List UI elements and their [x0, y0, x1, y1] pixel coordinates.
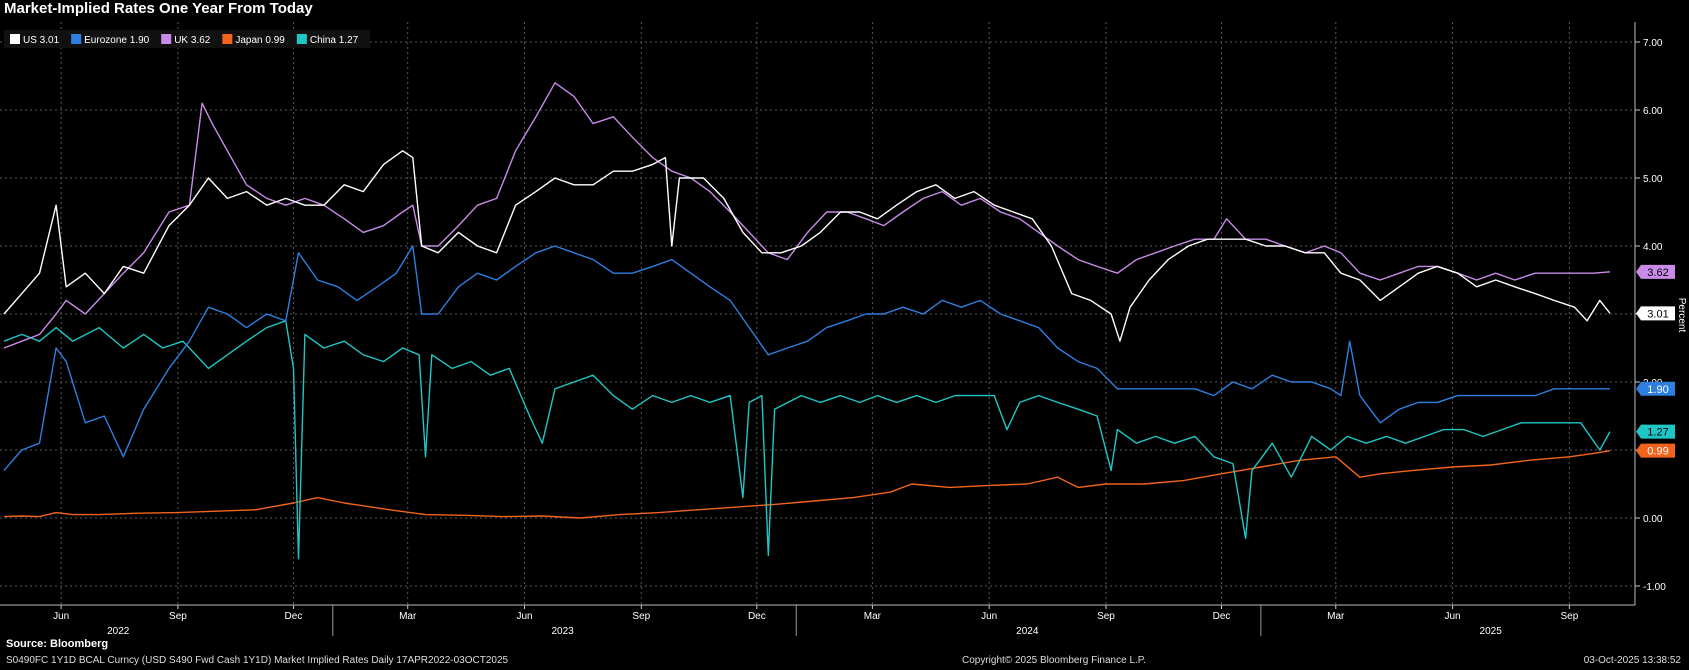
x-tick-label: Dec: [748, 611, 766, 622]
series-line-eurozone: [3, 245, 1610, 471]
y-tick-label: 4.00: [1643, 242, 1663, 253]
y-tick-label: 7.00: [1643, 38, 1663, 49]
x-tick-label: Jun: [516, 611, 532, 622]
series-description: S0490FC 1Y1D BCAL Curncy (USD S490 Fwd C…: [6, 655, 509, 666]
source-label: Source: Bloomberg: [6, 638, 109, 650]
chart-title: Market-Implied Rates One Year From Today: [4, 0, 313, 17]
x-tick-label: Dec: [285, 611, 303, 622]
x-year-label: 2025: [1480, 626, 1503, 637]
series-line-uk: [3, 82, 1611, 349]
legend-box: [4, 30, 371, 48]
legend-swatch-japan: [222, 34, 233, 44]
x-tick-label: Jun: [53, 611, 69, 622]
legend-label-uk: UK 3.62: [174, 35, 211, 46]
last-value-badge-china: [1636, 424, 1675, 439]
series-line-japan: [3, 450, 1611, 519]
x-year-label: 2022: [107, 626, 130, 637]
legend-label-eurozone: Eurozone 1.90: [84, 35, 149, 46]
last-value-label-us: 3.01: [1647, 308, 1668, 320]
last-value-labels: 3.62 3.01 1.90 1.27 0.99: [1636, 264, 1675, 458]
x-tick-label: Sep: [1097, 611, 1115, 622]
x-tick-label: Sep: [1560, 611, 1578, 622]
legend-label-china: China 1.27: [310, 35, 359, 46]
series-line-us: [3, 150, 1611, 342]
copyright-notice: Copyright© 2025 Bloomberg Finance L.P.: [962, 655, 1146, 666]
x-year-label: 2024: [1016, 626, 1039, 637]
x-tick-label: Mar: [864, 611, 882, 622]
x-tick-label: Sep: [169, 611, 187, 622]
x-tick-label: Jun: [981, 611, 997, 622]
series-line-china: [3, 320, 1611, 560]
x-tick-label: Jun: [1445, 611, 1461, 622]
x-tick-label: Mar: [1327, 611, 1345, 622]
last-value-badge-uk: [1636, 264, 1675, 279]
last-value-label-china: 1.27: [1647, 427, 1668, 439]
y-tick-label: 0.00: [1643, 514, 1663, 525]
last-value-label-eurozone: 1.90: [1647, 384, 1668, 396]
legend-label-us: US 3.01: [23, 35, 60, 46]
legend-swatch-us: [10, 34, 20, 44]
x-tick-label: Mar: [399, 611, 417, 622]
x-tick-label: Dec: [1213, 611, 1231, 622]
y-axis-label: Percent: [1676, 298, 1687, 333]
series-layer: [3, 82, 1611, 560]
axis-layer: 7.006.005.004.003.002.001.000.00-1.00Per…: [0, 22, 1687, 637]
y-tick-label: 6.00: [1643, 106, 1663, 117]
timestamp: 03-Oct-2025 13:38:52: [1583, 655, 1681, 666]
legend-swatch-uk: [161, 34, 172, 44]
last-value-label-japan: 0.99: [1647, 446, 1668, 458]
grid-layer: [0, 22, 1635, 605]
legend-label-japan: Japan 0.99: [235, 35, 285, 46]
last-value-badge-japan: [1636, 443, 1675, 458]
legend-swatch-eurozone: [71, 34, 82, 44]
legend: US 3.01 Eurozone 1.90 UK 3.62 Japan 0.99 Chi…: [4, 30, 371, 48]
last-value-badge-eurozone: [1636, 381, 1675, 396]
last-value-label-uk: 3.62: [1647, 267, 1668, 279]
y-tick-label: 5.00: [1643, 174, 1663, 185]
x-tick-label: Sep: [632, 611, 650, 622]
legend-swatch-china: [296, 34, 307, 44]
y-tick-label: -1.00: [1643, 582, 1666, 593]
x-year-label: 2023: [551, 626, 574, 637]
last-value-badge-us: [1636, 306, 1675, 321]
